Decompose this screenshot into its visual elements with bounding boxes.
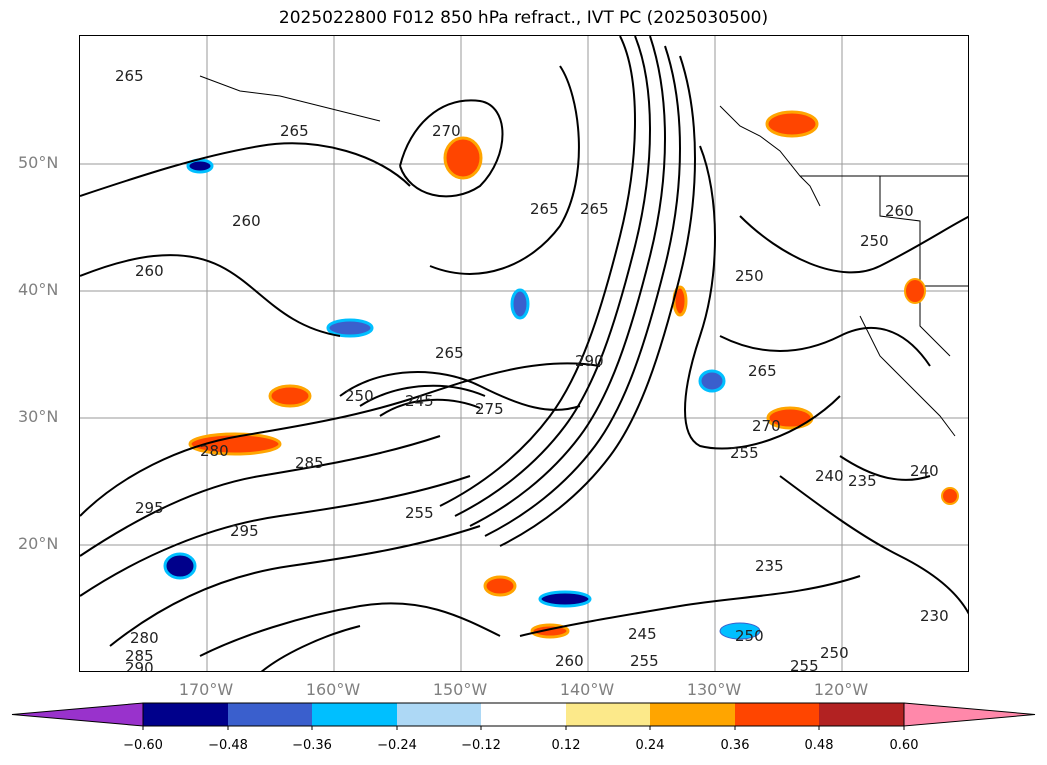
- colorbar-segment: [819, 703, 904, 726]
- contour-label: 260: [135, 262, 164, 280]
- contour-label: 260: [885, 202, 914, 220]
- colorbar-tick: 0.12: [551, 738, 581, 753]
- contour-label: 265: [115, 67, 144, 85]
- colorbar-segment: [11, 702, 144, 727]
- colorbar-tick: −0.12: [461, 738, 501, 753]
- contour-label: 280: [130, 629, 159, 647]
- contour-label: 265: [530, 200, 559, 218]
- map-svg: 265 265 270 260 265 265 260 265 250 245 …: [80, 36, 968, 672]
- coastlines: [199, 75, 968, 437]
- lon-label: 160°W: [305, 680, 361, 699]
- lat-label: 40°N: [18, 280, 59, 299]
- contour-label: 255: [405, 504, 434, 522]
- colorbar-segment: [143, 703, 228, 726]
- contour-label: 270: [752, 417, 781, 435]
- colorbar-tick: 0.60: [889, 738, 919, 753]
- colorbar-tick: 0.24: [635, 738, 665, 753]
- map-title: 2025022800 F012 850 hPa refract., IVT PC…: [278, 8, 769, 28]
- map-panel[interactable]: 265 265 270 260 265 265 260 265 250 245 …: [79, 35, 969, 672]
- contour-label: 265: [280, 122, 309, 140]
- contour-label: 295: [135, 499, 164, 517]
- contour-label: 265: [435, 344, 464, 362]
- contour-label: 265: [748, 362, 777, 380]
- colorbar-tick: −0.60: [123, 738, 163, 753]
- lon-label: 140°W: [559, 680, 615, 699]
- lon-label: 120°W: [813, 680, 869, 699]
- contour-label: 250: [345, 387, 374, 405]
- shaded-anomalies: [163, 110, 959, 640]
- lat-label: 20°N: [18, 534, 59, 553]
- contour-label: 255: [730, 444, 759, 462]
- colorbar-segment: [312, 703, 397, 726]
- colorbar-segment: [228, 703, 312, 726]
- contour-label: 255: [630, 652, 659, 670]
- contour-label: 295: [230, 522, 259, 540]
- contour-label: 230: [920, 607, 949, 625]
- contour-label: 235: [755, 557, 784, 575]
- contour-label: 250: [735, 267, 764, 285]
- contour-label: 285: [125, 647, 154, 665]
- lat-label: 50°N: [18, 153, 59, 172]
- colorbar-segment: [481, 703, 566, 726]
- colorbar: [11, 702, 1036, 730]
- contour-label: 245: [628, 625, 657, 643]
- colorbar-tick: 0.48: [804, 738, 834, 753]
- contour-label: 275: [475, 400, 504, 418]
- contour-labels: 265 265 270 260 265 265 260 265 250 245 …: [115, 67, 949, 672]
- contour-label: 260: [232, 212, 261, 230]
- contours: [80, 36, 968, 671]
- contour-label: 260: [555, 652, 584, 670]
- lon-label: 150°W: [432, 680, 488, 699]
- lon-label: 170°W: [178, 680, 234, 699]
- contour-label: 250: [820, 644, 849, 662]
- colorbar-segment: [566, 703, 650, 726]
- contour-label: 255: [790, 657, 819, 672]
- colorbar-tick: −0.48: [208, 738, 248, 753]
- graticule: [80, 36, 968, 671]
- contour-label: 290: [125, 659, 154, 672]
- colorbar-segment: [650, 703, 735, 726]
- contour-label: 250: [735, 627, 764, 645]
- colorbar-segments: [11, 702, 1036, 730]
- contour-label: 240: [815, 467, 844, 485]
- contour-label: 285: [295, 454, 324, 472]
- contour-label: 270: [432, 122, 461, 140]
- colorbar-segment: [397, 703, 481, 726]
- contour-label: 235: [848, 472, 877, 490]
- colorbar-tick: −0.36: [292, 738, 332, 753]
- contour-label: 250: [860, 232, 889, 250]
- colorbar-segment: [735, 703, 819, 726]
- contour-label: 240: [910, 462, 939, 480]
- contour-label: 245: [405, 392, 434, 410]
- colorbar-tick: 0.36: [720, 738, 750, 753]
- lon-label: 130°W: [686, 680, 742, 699]
- contour-label: 265: [580, 200, 609, 218]
- colorbar-tick: −0.24: [377, 738, 417, 753]
- contour-label: 280: [200, 442, 229, 460]
- colorbar-segment: [903, 702, 1036, 727]
- lat-label: 30°N: [18, 407, 59, 426]
- contour-label: 290: [575, 352, 604, 370]
- colorbar-outline: [142, 702, 905, 727]
